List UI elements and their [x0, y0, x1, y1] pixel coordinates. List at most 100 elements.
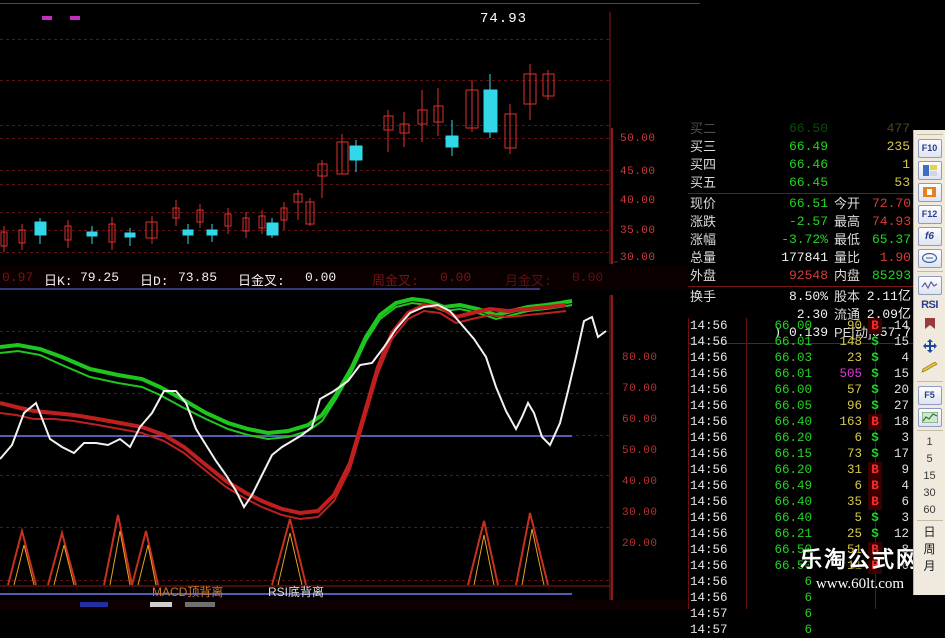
tick-volume: 51 — [846, 543, 862, 557]
value-change: -2.57 — [788, 214, 828, 229]
tick-price: 66.50 — [774, 543, 812, 557]
indicator-chart[interactable] — [0, 295, 618, 609]
tick-price: 66.49 — [774, 479, 812, 493]
period-day[interactable]: 日 — [923, 525, 936, 539]
tick-time: 14:56 — [690, 591, 728, 605]
label-share-capital: 股本 — [834, 289, 861, 304]
pencil-icon[interactable] — [918, 359, 942, 378]
value-high: 74.93 — [871, 214, 911, 229]
label-inner-volume: 内盘 — [834, 268, 861, 283]
bid-row-5[interactable]: 买五 66.45 53 — [688, 174, 913, 192]
tick-volume: 6 — [854, 479, 862, 493]
bid-row-2[interactable]: 买二 66.50 477 — [688, 120, 913, 138]
f1-button[interactable] — [917, 182, 942, 202]
weekly-cross-value: 0.00 — [440, 270, 472, 285]
tick-time: 14:56 — [690, 447, 728, 461]
wave-icon[interactable] — [917, 275, 942, 295]
tick-volume: 31 — [846, 463, 862, 477]
tick-time: 14:56 — [690, 319, 728, 333]
tick-time: 14:56 — [690, 415, 728, 429]
tick-row[interactable]: 14:56 6 — [688, 590, 913, 606]
label-total-volume: 总量 — [690, 250, 717, 265]
tick-row[interactable]: 14:57 6 — [688, 622, 913, 638]
move-icon[interactable] — [918, 337, 942, 356]
period-week[interactable]: 周 — [923, 542, 936, 556]
toolbar-sep-2 — [916, 381, 943, 382]
tick-row[interactable]: 14:56 66.00 57 S 20 — [688, 382, 913, 398]
layout-button[interactable] — [917, 160, 942, 180]
bid-row-3[interactable]: 买三 66.49 235 — [688, 138, 913, 156]
status-mark-gray — [185, 602, 215, 607]
period-month[interactable]: 月 — [923, 559, 936, 573]
tick-row[interactable]: 14:56 66.40 5 S 3 — [688, 510, 913, 526]
monthly-cross-label: 月金叉: — [505, 274, 552, 289]
tick-volume: 11 — [846, 559, 862, 573]
price-chart[interactable] — [0, 12, 618, 264]
f6-button[interactable]: f6 — [917, 226, 942, 246]
price-tick-35: 35.00 — [620, 225, 656, 237]
tick-side: B — [868, 478, 882, 494]
tick-row[interactable]: 14:56 66.50 51 B 8 — [688, 542, 913, 558]
label-outer-volume: 外盘 — [690, 268, 717, 283]
tick-time: 14:56 — [690, 543, 728, 557]
tick-row[interactable]: 14:56 66.01 148 S 15 — [688, 334, 913, 350]
bid-price-5: 66.45 — [788, 175, 828, 190]
tick-row[interactable]: 14:56 66.40 163 B 18 — [688, 414, 913, 430]
kdj-left-partial: 0.97 — [2, 270, 34, 285]
bid-label-3: 买三 — [690, 139, 717, 154]
tick-row[interactable]: 14:56 66.01 505 S 15 — [688, 366, 913, 382]
tick-row[interactable]: 14:56 66.49 6 B 4 — [688, 478, 913, 494]
annotation-rsi-divergence: RSI底背离 — [268, 585, 325, 599]
tick-side: B — [868, 318, 882, 334]
tick-row[interactable]: 14:56 66.21 25 S 12 — [688, 526, 913, 542]
tick-volume: 163 — [839, 415, 862, 429]
tick-row[interactable]: 14:56 66.50 11 B 6 — [688, 558, 913, 574]
right-toolbar[interactable]: F10 F12 f6 RSI F5 — [913, 130, 945, 595]
price-tick-45: 45.00 — [620, 166, 656, 178]
period-1[interactable]: 1 — [926, 435, 933, 448]
tick-row[interactable]: 14:56 66.20 6 S 3 — [688, 430, 913, 446]
tick-row[interactable]: 14:56 66.05 96 S 27 — [688, 398, 913, 414]
label-float-shares: 流通 — [834, 307, 861, 322]
magenta-marker-1 — [42, 16, 52, 20]
tick-row[interactable]: 14:56 66.15 73 S 17 — [688, 446, 913, 462]
tick-divider-left — [688, 318, 689, 609]
price-tick-30: 30.00 — [620, 252, 656, 264]
tick-list[interactable]: 14:56 66.00 90 B 14 14:56 66.01 148 S 15 14:56 66.0… — [688, 318, 913, 637]
quote-divider-1 — [688, 193, 913, 194]
tick-price: 66.05 — [774, 399, 812, 413]
value-change-pct: -3.72% — [781, 232, 828, 247]
tick-row[interactable]: 14:56 66.03 23 S 4 — [688, 350, 913, 366]
f12-button[interactable]: F12 — [917, 204, 942, 224]
period-30[interactable]: 30 — [923, 486, 936, 499]
toolbar-sep-1 — [916, 271, 943, 272]
tick-row[interactable]: 14:56 66.20 31 B 9 — [688, 462, 913, 478]
tick-price: 66.20 — [774, 463, 812, 477]
f10-button[interactable]: F10 — [917, 138, 942, 158]
tick-side: S — [871, 351, 879, 365]
tick-row[interactable]: 14:56 6 — [688, 574, 913, 590]
comment-button[interactable] — [917, 248, 942, 268]
f5-button[interactable]: F5 — [917, 385, 942, 405]
tick-row[interactable]: 14:57 6 — [688, 606, 913, 622]
tick-count: 15 — [893, 367, 909, 381]
ind-tick-20: 20.00 — [622, 538, 658, 550]
tick-price: 6 — [804, 575, 812, 589]
period-60[interactable]: 60 — [923, 503, 936, 516]
tick-row[interactable]: 14:56 66.40 35 B 6 — [688, 494, 913, 510]
tick-row[interactable]: 14:56 66.00 90 B 14 — [688, 318, 913, 334]
bookmark-icon[interactable] — [918, 315, 942, 334]
value-low: 65.37 — [871, 232, 911, 247]
value-total-volume: 177841 — [781, 250, 828, 265]
tick-time: 14:56 — [690, 351, 728, 365]
chart-icon[interactable] — [917, 407, 942, 427]
period-5[interactable]: 5 — [926, 452, 933, 465]
bid-row-4[interactable]: 买四 66.46 1 — [688, 156, 913, 174]
period-15[interactable]: 15 — [923, 469, 936, 482]
tick-side: S — [871, 399, 879, 413]
daily-cross-label: 日金叉: — [238, 274, 285, 289]
tick-count: 3 — [901, 431, 909, 445]
tick-side: S — [871, 431, 879, 445]
rsi-button[interactable]: RSI — [921, 298, 938, 311]
label-change-pct: 涨幅 — [690, 232, 717, 247]
